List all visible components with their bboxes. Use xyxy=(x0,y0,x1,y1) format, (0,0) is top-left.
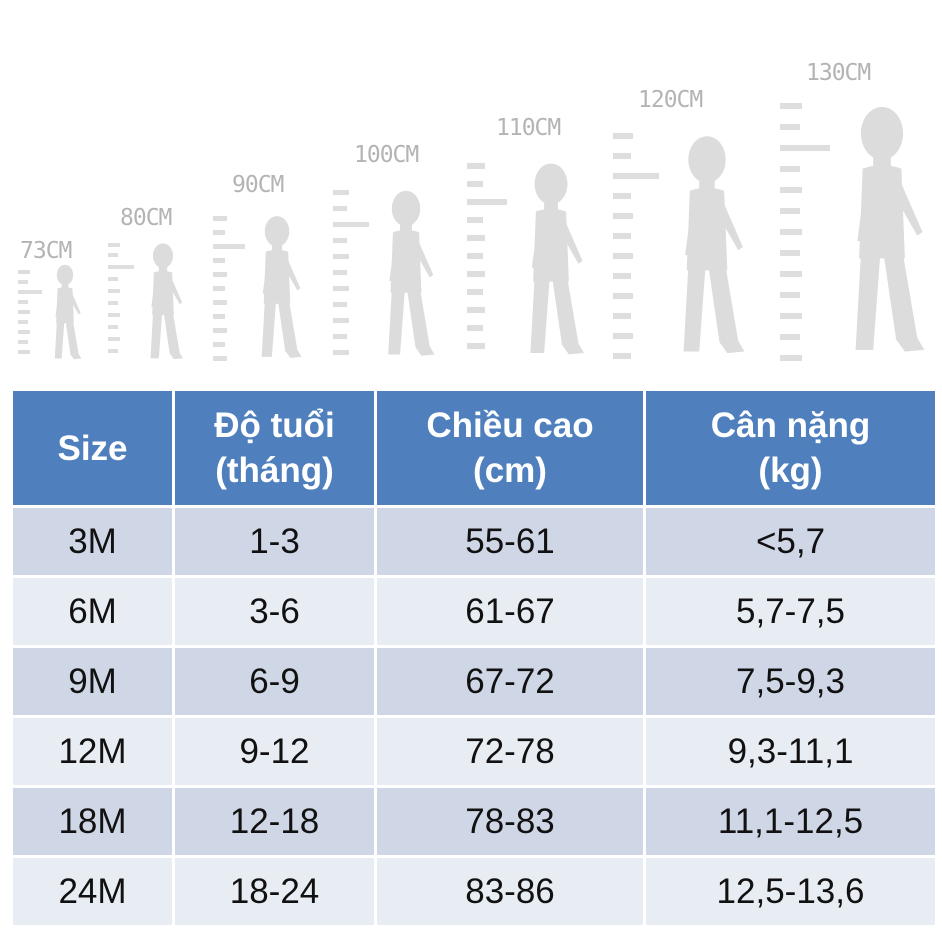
figure-label: 110CM xyxy=(496,115,560,141)
cell-size: 12M xyxy=(10,715,175,788)
cell-weight: 11,1-12,5 xyxy=(643,785,938,858)
figure-90cm: 90CM xyxy=(213,172,302,361)
header-weight: Cân nặng (kg) xyxy=(643,388,938,508)
table-row: 6M 3-6 61-67 5,7-7,5 xyxy=(10,575,938,648)
figure-label: 130CM xyxy=(806,60,870,86)
cell-weight: 12,5-13,6 xyxy=(643,855,938,928)
height-illustration: 73CM 80CM 90CM xyxy=(18,60,925,361)
header-label: Độ tuổi xyxy=(214,406,335,445)
cell-size: 3M xyxy=(10,505,175,578)
table-row: 12M 9-12 72-78 9,3-11,1 xyxy=(10,715,938,788)
cell-weight: 5,7-7,5 xyxy=(643,575,938,648)
size-chart-table: Size Độ tuổi (tháng) Chiều cao (cm) Cân … xyxy=(10,388,938,928)
figure-label: 73CM xyxy=(20,238,72,264)
table-row: 9M 6-9 67-72 7,5-9,3 xyxy=(10,645,938,718)
cell-weight: 7,5-9,3 xyxy=(643,645,938,718)
cell-height: 55-61 xyxy=(374,505,646,578)
figure-110cm: 110CM xyxy=(467,115,584,355)
ruler-icon xyxy=(213,216,245,361)
cell-size: 6M xyxy=(10,575,175,648)
child-silhouette-icon xyxy=(530,163,584,355)
cell-age: 9-12 xyxy=(172,715,377,788)
cell-age: 6-9 xyxy=(172,645,377,718)
table-row: 18M 12-18 78-83 11,1-12,5 xyxy=(10,785,938,858)
ruler-icon xyxy=(108,243,134,353)
child-silhouette-icon xyxy=(683,136,745,354)
header-label: (kg) xyxy=(758,451,823,490)
figure-label: 80CM xyxy=(120,205,172,231)
figure-80cm: 80CM xyxy=(108,205,183,360)
cell-age: 18-24 xyxy=(172,855,377,928)
ruler-icon xyxy=(613,133,659,359)
header-height: Chiều cao (cm) xyxy=(374,388,646,508)
header-label: (tháng) xyxy=(215,451,334,490)
cell-size: 18M xyxy=(10,785,175,858)
cell-age: 3-6 xyxy=(172,575,377,648)
cell-size: 9M xyxy=(10,645,175,718)
figure-label: 100CM xyxy=(354,142,418,168)
ruler-icon xyxy=(780,103,830,361)
cell-height: 61-67 xyxy=(374,575,646,648)
figure-100cm: 100CM xyxy=(333,142,435,356)
child-silhouette-icon xyxy=(261,216,302,358)
cell-height: 67-72 xyxy=(374,645,646,718)
table-row: 3M 1-3 55-61 <5,7 xyxy=(10,505,938,578)
cell-weight: 9,3-11,1 xyxy=(643,715,938,788)
figure-label: 120CM xyxy=(638,87,702,113)
child-silhouette-icon xyxy=(150,243,183,360)
cell-age: 12-18 xyxy=(172,785,377,858)
cell-age: 1-3 xyxy=(172,505,377,578)
header-age: Độ tuổi (tháng) xyxy=(172,388,377,508)
header-size: Size xyxy=(10,388,175,508)
cell-height: 83-86 xyxy=(374,855,646,928)
header-label: Chiều cao xyxy=(426,406,594,445)
ruler-icon xyxy=(333,190,369,355)
header-label: Size xyxy=(57,428,128,468)
figure-73cm: 73CM xyxy=(18,238,82,360)
ruler-icon xyxy=(467,163,507,349)
header-label: Cân nặng xyxy=(710,406,871,445)
child-silhouette-icon xyxy=(388,190,435,356)
cell-size: 24M xyxy=(10,855,175,928)
figure-130cm: 130CM xyxy=(780,60,925,361)
table-header-row: Size Độ tuổi (tháng) Chiều cao (cm) Cân … xyxy=(10,388,938,508)
cell-weight: <5,7 xyxy=(643,505,938,578)
cell-height: 72-78 xyxy=(374,715,646,788)
table-row: 24M 18-24 83-86 12,5-13,6 xyxy=(10,855,938,928)
header-label: (cm) xyxy=(473,451,547,490)
child-silhouette-icon xyxy=(54,264,82,360)
cell-height: 78-83 xyxy=(374,785,646,858)
figure-label: 90CM xyxy=(232,172,284,198)
ruler-icon xyxy=(18,270,42,354)
child-silhouette-icon xyxy=(855,107,925,352)
figure-120cm: 120CM xyxy=(613,87,745,359)
